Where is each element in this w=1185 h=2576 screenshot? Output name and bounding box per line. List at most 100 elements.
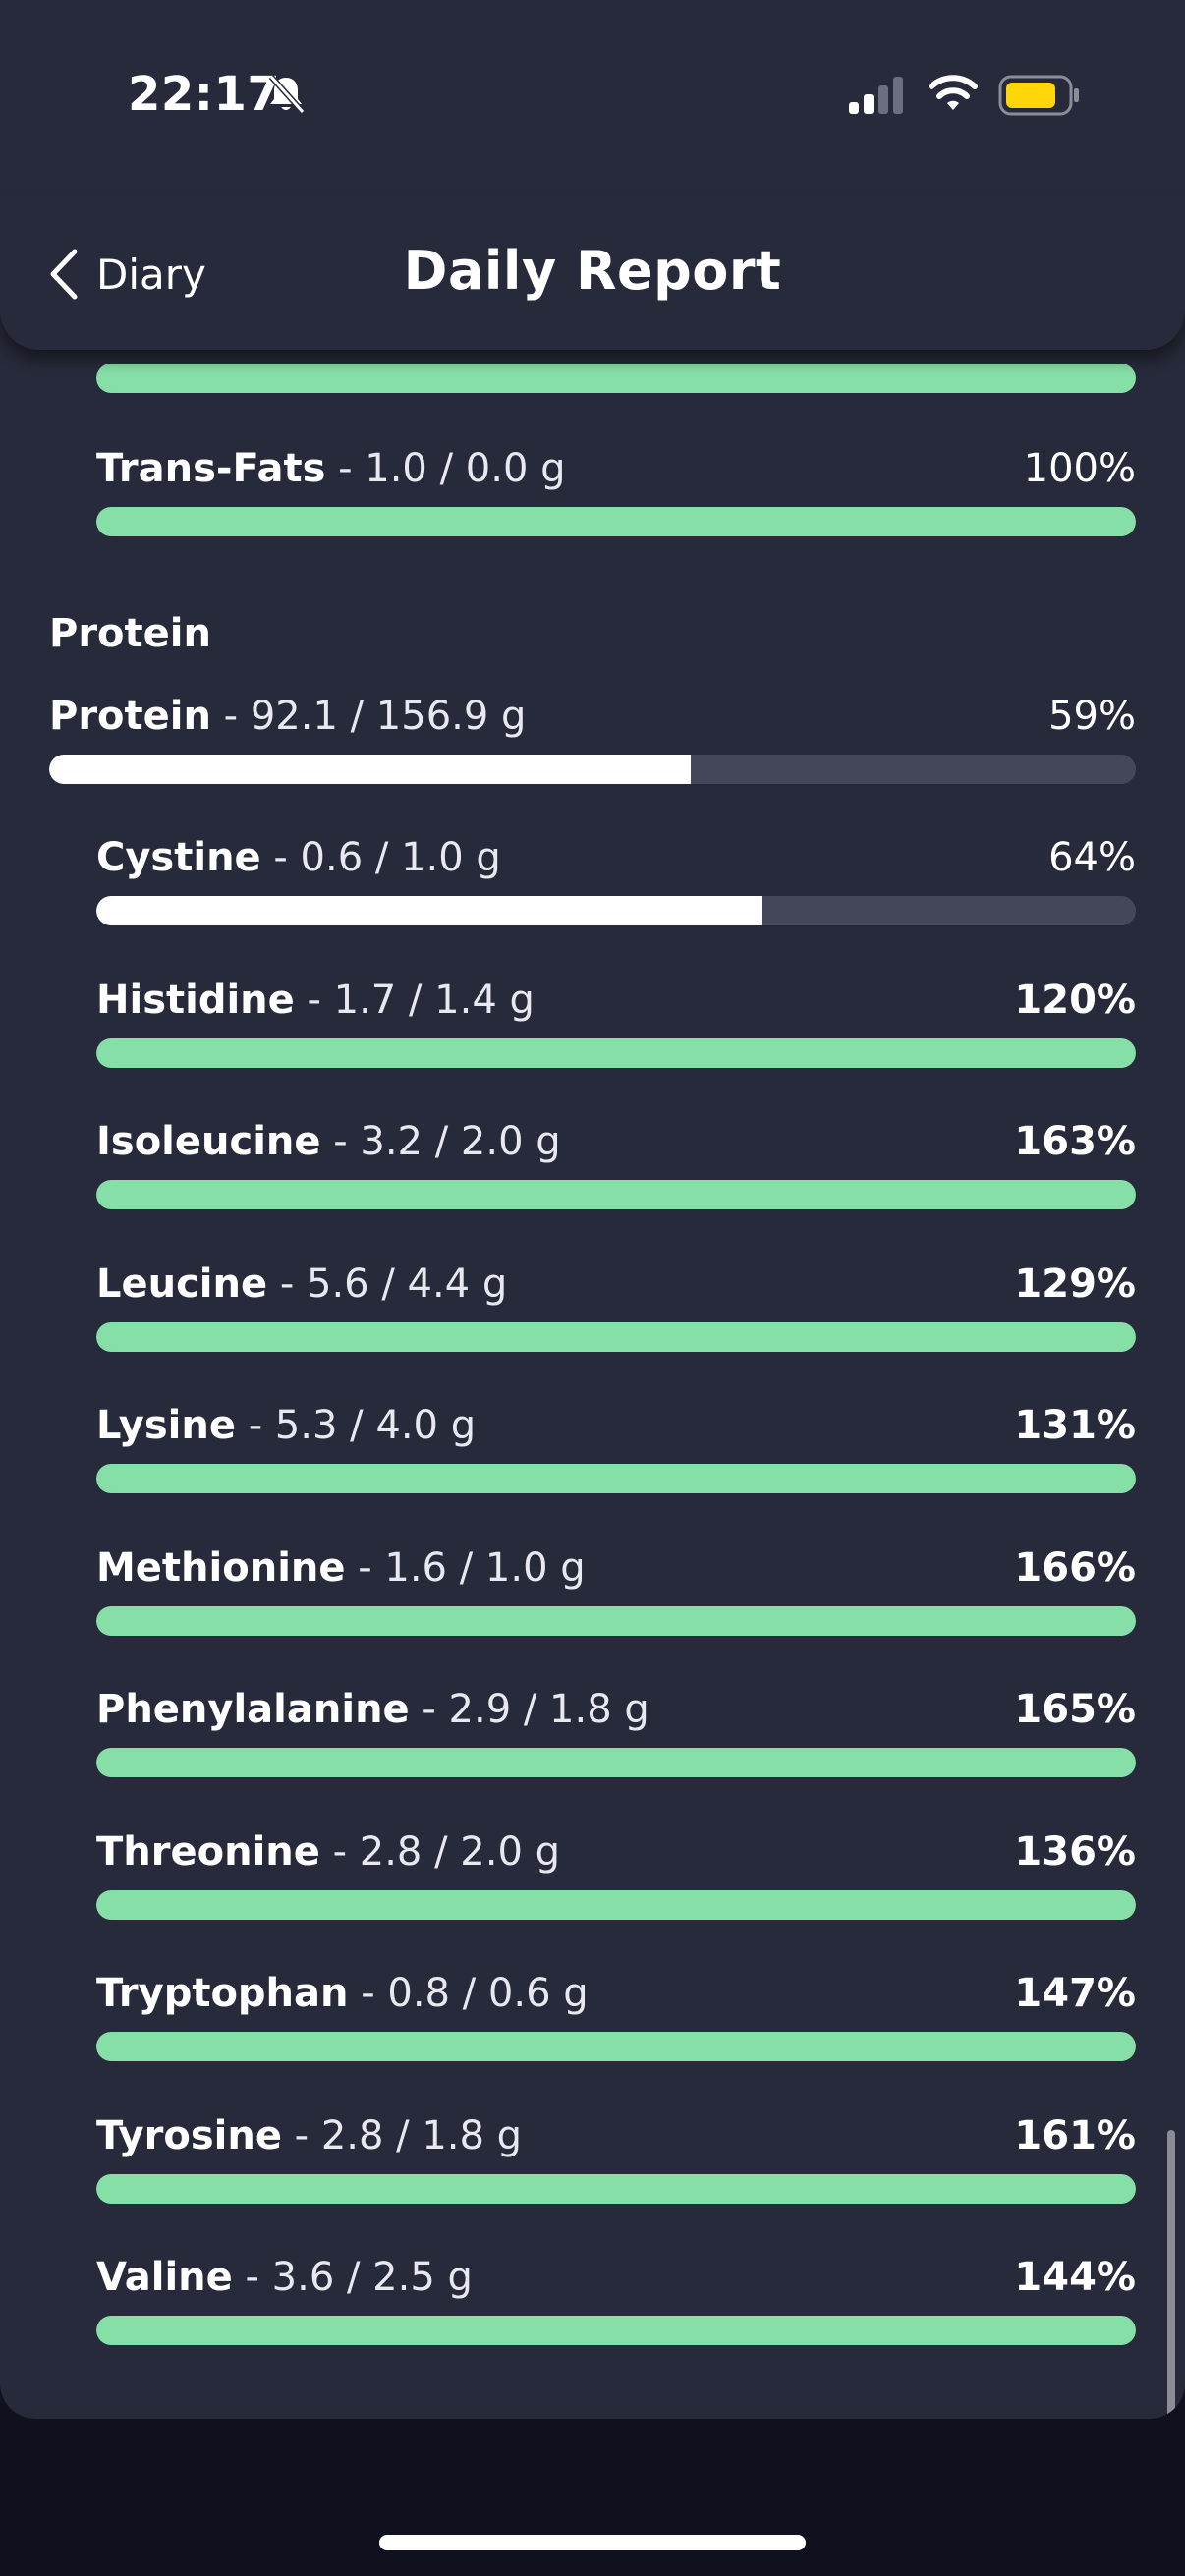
- nutrient-row-protein: Protein - 92.1 / 156.9 g 59%: [49, 694, 1136, 788]
- nutrient-name: Threonine: [96, 1829, 320, 1875]
- row-header: Trans-Fats - 1.0 / 0.0 g 100%: [96, 446, 1136, 501]
- nutrient-row-valine: Valine - 3.6 / 2.5 g 144%: [96, 2255, 1136, 2349]
- progress-fill: [96, 1606, 1136, 1636]
- progress-bar: [96, 2316, 1136, 2345]
- progress-fill: [96, 2316, 1136, 2345]
- nutrient-percent: 166%: [1014, 1545, 1136, 1591]
- signal-icon: [849, 77, 903, 114]
- nutrient-row-tyrosine: Tyrosine - 2.8 / 1.8 g 161%: [96, 2113, 1136, 2208]
- nutrient-name: Lysine: [96, 1403, 236, 1448]
- row-header: Lysine - 5.3 / 4.0 g 131%: [96, 1403, 1136, 1458]
- nutrient-percent: 131%: [1014, 1403, 1136, 1448]
- nutrient-amount: - 2.8 / 1.8 g: [281, 2113, 523, 2158]
- nutrient-percent: 163%: [1014, 1119, 1136, 1164]
- nutrient-row-methionine: Methionine - 1.6 / 1.0 g 166%: [96, 1545, 1136, 1640]
- nutrient-amount: - 0.6 / 1.0 g: [260, 835, 501, 880]
- nutrient-name: Isoleucine: [96, 1119, 321, 1164]
- row-header: Tyrosine - 2.8 / 1.8 g 161%: [96, 2113, 1136, 2168]
- nutrient-amount: - 92.1 / 156.9 g: [210, 694, 527, 739]
- nutrient-amount: - 2.8 / 2.0 g: [319, 1829, 560, 1875]
- nutrient-name: Tyrosine: [96, 2113, 282, 2158]
- nutrient-name: Methionine: [96, 1545, 346, 1591]
- row-header: Leucine - 5.6 / 4.4 g 129%: [96, 1261, 1136, 1316]
- row-header: Isoleucine - 3.2 / 2.0 g 163%: [96, 1119, 1136, 1174]
- progress-bar: [96, 507, 1136, 536]
- row-header: Phenylalanine - 2.9 / 1.8 g 165%: [96, 1687, 1136, 1742]
- battery-icon: [998, 75, 1079, 116]
- wifi-icon: [929, 75, 978, 110]
- nutrient-name: Valine: [96, 2255, 233, 2300]
- nutrient-name: Leucine: [96, 1261, 268, 1307]
- progress-bar: [96, 1606, 1136, 1636]
- nutrient-row-tryptophan: Tryptophan - 0.8 / 0.6 g 147%: [96, 1971, 1136, 2065]
- nutrient-amount: - 5.6 / 4.4 g: [267, 1261, 508, 1307]
- progress-fill: [96, 364, 1136, 393]
- row-header: Tryptophan - 0.8 / 0.6 g 147%: [96, 1971, 1136, 2026]
- nutrient-amount: - 3.6 / 2.5 g: [232, 2255, 473, 2300]
- progress-fill: [96, 896, 762, 925]
- progress-bar: [96, 1890, 1136, 1920]
- nutrient-row-trans-fats: Trans-Fats - 1.0 / 0.0 g 100%: [96, 446, 1136, 540]
- chevron-left-icon: [50, 249, 78, 300]
- nutrient-percent: 100%: [1023, 446, 1136, 491]
- progress-fill: [96, 507, 1136, 536]
- nutrient-name: Histidine: [96, 978, 295, 1023]
- progress-fill: [96, 2174, 1136, 2204]
- bell-slash-icon: [268, 75, 306, 114]
- page-title: Daily Report: [403, 240, 782, 302]
- nutrient-percent: 129%: [1014, 1261, 1136, 1307]
- progress-fill: [96, 1464, 1136, 1493]
- nutrient-name: Phenylalanine: [96, 1687, 410, 1732]
- nutrient-percent: 147%: [1014, 1971, 1136, 2016]
- nutrient-row-leucine: Leucine - 5.6 / 4.4 g 129%: [96, 1261, 1136, 1356]
- progress-bar: [96, 1464, 1136, 1493]
- nutrient-row-phenylalanine: Phenylalanine - 2.9 / 1.8 g 165%: [96, 1687, 1136, 1781]
- section-title-protein: Protein: [49, 611, 211, 656]
- nutrient-amount: - 1.0 / 0.0 g: [325, 446, 566, 491]
- row-header: Threonine - 2.8 / 2.0 g 136%: [96, 1829, 1136, 1884]
- progress-fill: [49, 755, 691, 784]
- nutrient-amount: - 0.8 / 0.6 g: [348, 1971, 589, 2016]
- nutrient-amount: - 5.3 / 4.0 g: [235, 1403, 477, 1448]
- progress-fill: [96, 1038, 1136, 1068]
- nutrient-name: Protein: [49, 694, 211, 739]
- nutrient-percent: 136%: [1014, 1829, 1136, 1875]
- progress-fill: [96, 1890, 1136, 1920]
- nutrient-name: Tryptophan: [96, 1971, 349, 2016]
- progress-bar: [96, 1180, 1136, 1209]
- nutrient-percent: 64%: [1048, 835, 1136, 880]
- status-time: 22:17: [128, 67, 281, 122]
- status-bar: 22:17: [0, 0, 1185, 196]
- nutrient-name: Trans-Fats: [96, 446, 326, 491]
- report-card: 22:17: [0, 0, 1185, 2419]
- progress-fill: [96, 1322, 1136, 1352]
- nutrient-amount: - 1.6 / 1.0 g: [345, 1545, 586, 1591]
- progress-bar: [96, 2032, 1136, 2061]
- progress-fill: [96, 1180, 1136, 1209]
- nutrient-row-isoleucine: Isoleucine - 3.2 / 2.0 g 163%: [96, 1119, 1136, 1213]
- back-button[interactable]: Diary: [47, 242, 206, 307]
- nutrient-row-histidine: Histidine - 1.7 / 1.4 g 120%: [96, 978, 1136, 1072]
- progress-bar: [96, 1748, 1136, 1777]
- home-indicator[interactable]: [379, 2535, 806, 2550]
- partial-row: [96, 364, 1136, 395]
- progress-bar: [96, 364, 1136, 393]
- progress-bar: [96, 896, 1136, 925]
- progress-bar: [96, 2174, 1136, 2204]
- row-header: Protein - 92.1 / 156.9 g 59%: [49, 694, 1136, 749]
- progress-bar: [49, 755, 1136, 784]
- row-header: Cystine - 0.6 / 1.0 g 64%: [96, 835, 1136, 890]
- nutrient-percent: 165%: [1014, 1687, 1136, 1732]
- row-header: Histidine - 1.7 / 1.4 g 120%: [96, 978, 1136, 1033]
- nutrient-amount: - 1.7 / 1.4 g: [294, 978, 535, 1023]
- nutrient-percent: 59%: [1048, 694, 1136, 739]
- back-label: Diary: [96, 250, 206, 299]
- nutrient-percent: 161%: [1014, 2113, 1136, 2158]
- nav-header: Diary Daily Report: [0, 196, 1185, 350]
- progress-fill: [96, 2032, 1136, 2061]
- nutrient-row-threonine: Threonine - 2.8 / 2.0 g 136%: [96, 1829, 1136, 1924]
- scroll-indicator[interactable]: [1167, 2130, 1175, 2419]
- nutrient-percent: 144%: [1014, 2255, 1136, 2300]
- nutrient-name: Cystine: [96, 835, 261, 880]
